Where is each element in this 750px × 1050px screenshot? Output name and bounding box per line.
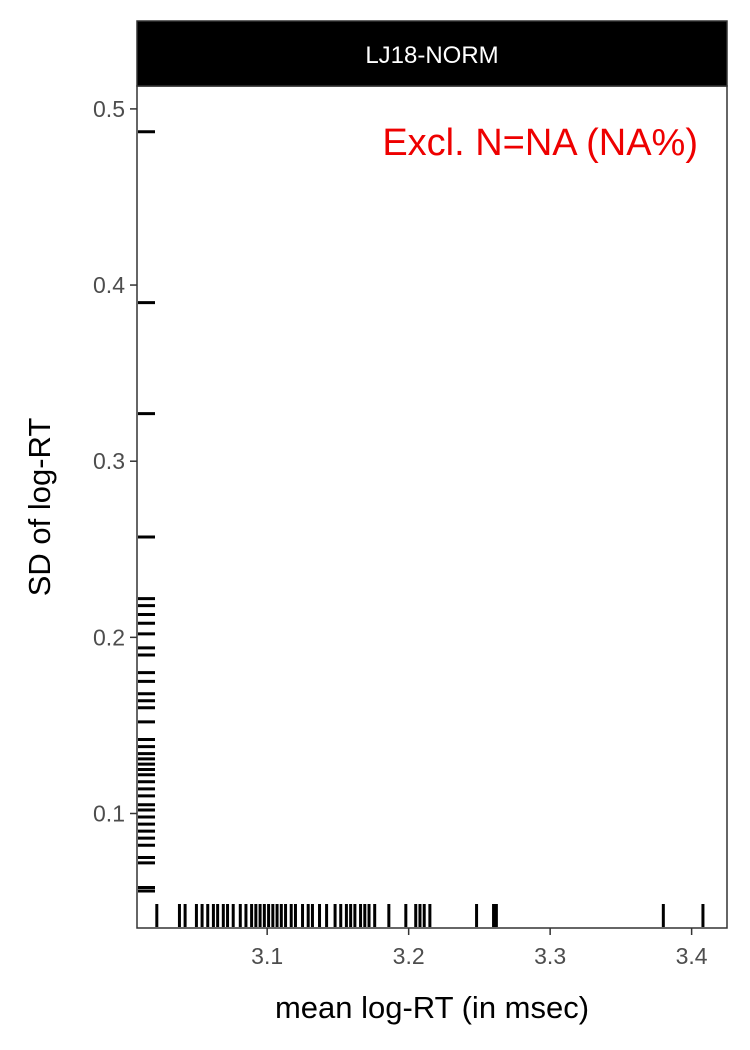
x-tick-label: 3.4 <box>676 943 708 969</box>
x-tick-label: 3.1 <box>251 943 283 969</box>
x-tick-label: 3.3 <box>534 943 566 969</box>
panel-background <box>137 86 727 928</box>
facet-strip <box>136 20 728 87</box>
x-axis: 3.1 3.2 3.3 3.4 <box>251 928 708 969</box>
facet-strip-label: LJ18-NORM <box>365 42 498 69</box>
y-tick-label: 0.3 <box>93 448 125 474</box>
y-axis-title: SD of log-RT <box>22 418 57 597</box>
y-tick-label: 0.4 <box>93 272 125 298</box>
exclusion-annotation: Excl. N=NA (NA%) <box>382 122 698 164</box>
y-tick-label: 0.1 <box>93 801 125 827</box>
y-axis: 0.1 0.2 0.3 0.4 0.5 <box>93 96 137 827</box>
y-tick-label: 0.5 <box>93 96 125 122</box>
x-tick-label: 3.2 <box>393 943 425 969</box>
x-axis-title: mean log-RT (in msec) <box>275 990 589 1025</box>
y-rug <box>138 130 155 893</box>
y-tick-label: 0.2 <box>93 624 125 650</box>
x-rug <box>155 904 705 927</box>
